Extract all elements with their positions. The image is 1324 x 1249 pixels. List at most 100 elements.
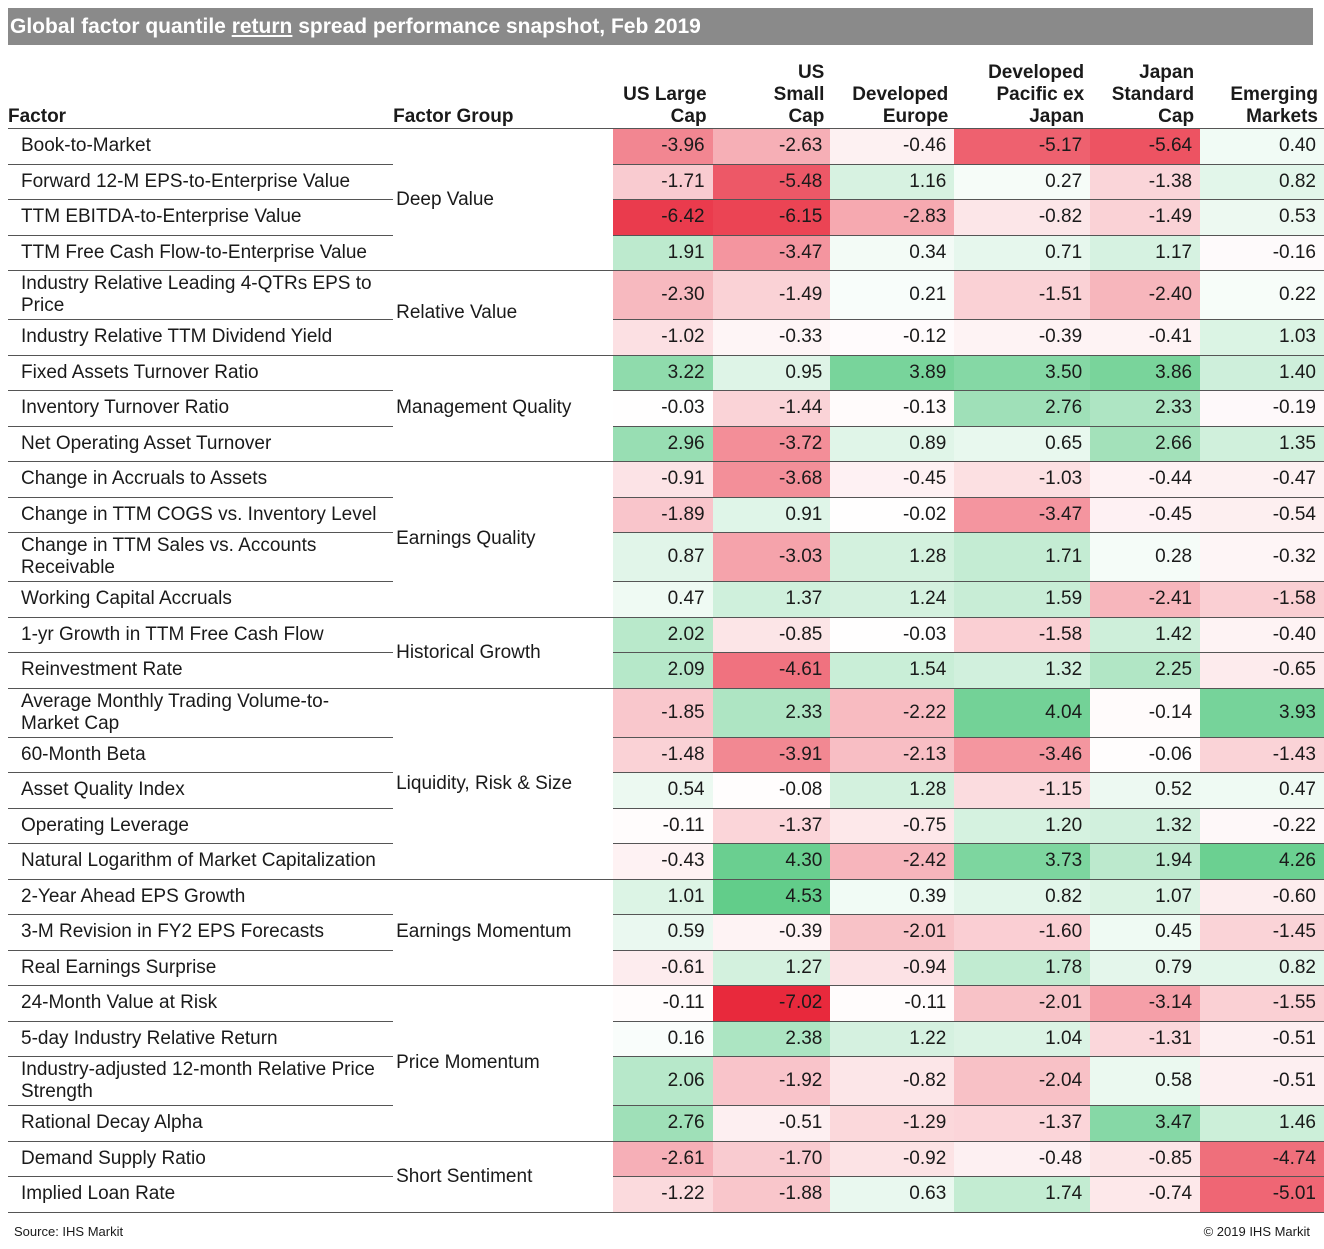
- heatmap-cell: -3.46: [954, 737, 1091, 773]
- heatmap-cell: -0.45: [830, 461, 955, 498]
- heatmap-cell: -3.68: [712, 461, 831, 498]
- heatmap-cell: 1.74: [954, 1176, 1091, 1213]
- heatmap-cell: 3.93: [1200, 688, 1324, 738]
- heatmap-cell: -1.37: [954, 1105, 1091, 1142]
- chart-title: Global factor quantile return spread per…: [8, 8, 1313, 45]
- factor-name-line: Change in TTM COGS vs. Inventory Level: [21, 503, 377, 525]
- heatmap-cell: 0.39: [830, 879, 955, 915]
- factor-name-cell: Asset Quality Index: [8, 772, 394, 809]
- table-row: Implied Loan Rate -1.22 -1.88 0.63 1.74 -0.74…: [8, 1176, 1324, 1213]
- heatmap-cell: -1.89: [612, 497, 713, 533]
- column-header-line: Japan: [1029, 106, 1085, 127]
- table-row: Demand Supply Ratio Short Sentiment -2.61-…: [8, 1141, 1324, 1213]
- heatmap-cell: -3.47: [712, 235, 831, 271]
- table-row: TTM Free Cash Flow-to-Enterprise Value 1.…: [8, 235, 1324, 271]
- heatmap-cell: 2.76: [954, 390, 1091, 427]
- column-header-line: Small: [773, 84, 825, 105]
- heatmap-cell: 0.79: [1090, 950, 1201, 986]
- factor-name-cell: Industry-adjusted 12-month Relative Pric…: [8, 1056, 394, 1106]
- heatmap-cell: -2.42: [830, 843, 955, 880]
- heatmap-cell: 0.71: [954, 235, 1091, 271]
- heatmap-cell: 0.22: [1200, 270, 1324, 320]
- factor-name-line: Forward 12-M EPS-to-Enterprise Value: [21, 170, 351, 192]
- heatmap-cell: -1.31: [1090, 1021, 1201, 1057]
- column-header-3: Developed Pacific ex Japan: [954, 56, 1091, 129]
- heatmap-cell: -0.11: [612, 808, 713, 844]
- factor-name-line: 5-day Industry Relative Return: [21, 1027, 278, 1049]
- factor-name-line: TTM EBITDA-to-Enterprise Value: [21, 206, 302, 228]
- factor-name-cell: Implied Loan Rate: [8, 1176, 394, 1213]
- heatmap-cell: -1.55: [1200, 985, 1324, 1022]
- heatmap-cell: -0.11: [830, 985, 955, 1022]
- factor-name-line: Real Earnings Surprise: [21, 956, 217, 978]
- column-header-line: Emerging: [1230, 84, 1318, 105]
- heatmap-cell: -2.41: [1090, 581, 1201, 618]
- heatmap-cell: 0.63: [830, 1176, 955, 1213]
- factor-name-cell: Inventory Turnover Ratio: [8, 390, 394, 427]
- heatmap-cell: 3.22: [612, 355, 713, 391]
- heatmap-cell: -1.85: [612, 688, 713, 738]
- factor-name-line: Change in Accruals to Assets: [21, 468, 268, 490]
- heatmap-cell: 1.28: [830, 772, 955, 809]
- heatmap-cell: 1.07: [1090, 879, 1201, 915]
- table-row: Industry Relative Leading 4-QTRs EPS to P…: [8, 270, 1324, 356]
- factor-group-cell: Management Quality: [393, 355, 613, 462]
- heatmap-cell: 0.87: [612, 532, 713, 582]
- factor-name-line: Asset Quality Index: [21, 779, 185, 801]
- factor-name-cell: Change in TTM Sales vs. Accounts Receivab…: [8, 532, 394, 582]
- factor-name-cell: 5-day Industry Relative Return: [8, 1021, 394, 1057]
- factor-name-line: Rational Decay Alpha: [21, 1112, 203, 1134]
- heatmap-cell: -0.54: [1200, 497, 1324, 533]
- heatmap-cell: -1.58: [954, 617, 1091, 653]
- table-row: 5-day Industry Relative Return 0.16 2.38 1.…: [8, 1021, 1324, 1057]
- heatmap-cell: 0.21: [830, 270, 955, 320]
- heatmap-cell: -5.64: [1090, 128, 1201, 165]
- heatmap-cell: -0.82: [954, 199, 1091, 236]
- heatmap-cell: -0.48: [954, 1141, 1091, 1177]
- factor-name-cell: Working Capital Accruals: [8, 581, 394, 618]
- heatmap-cell: -3.03: [712, 532, 831, 582]
- heatmap-cell: 1.94: [1090, 843, 1201, 880]
- table-row: 2-Year Ahead EPS Growth Earnings Momentum…: [8, 879, 1324, 986]
- factor-heatmap-table: Factor Factor Group US Large Cap US Small Ca…: [8, 56, 1324, 1213]
- heatmap-cell: 0.47: [612, 581, 713, 618]
- column-header-line: US: [797, 62, 825, 83]
- heatmap-cell: 2.96: [612, 426, 713, 462]
- heatmap-cell: 1.46: [1200, 1105, 1324, 1142]
- heatmap-cell: -1.37: [712, 808, 831, 844]
- heatmap-cell: -0.85: [1090, 1141, 1201, 1177]
- factor-name-line: Demand Supply Ratio: [21, 1147, 206, 1169]
- table-row: Working Capital Accruals 0.47 1.37 1.24 1.59…: [8, 581, 1324, 618]
- column-header-line: Pacific ex: [996, 84, 1085, 105]
- table-row: Change in TTM Sales vs. Accounts Receivab…: [8, 532, 1324, 582]
- heatmap-cell: 0.58: [1090, 1056, 1201, 1106]
- factor-name-cell: 3-M Revision in FY2 EPS Forecasts: [8, 914, 394, 951]
- heatmap-cell: -1.60: [954, 914, 1091, 951]
- heatmap-cell: 1.54: [830, 652, 955, 689]
- table-row: Average Monthly Trading Volume-to- Market…: [8, 688, 1324, 880]
- factor-name-line: Reinvestment Rate: [21, 659, 183, 681]
- heatmap-cell: 0.54: [612, 772, 713, 809]
- heatmap-cell: -2.22: [830, 688, 955, 738]
- column-header-2: Developed Europe: [830, 56, 955, 129]
- title-part-2: spread performance snapshot, Feb 2019: [292, 15, 701, 38]
- heatmap-cell: -2.63: [712, 128, 831, 165]
- heatmap-cell: 0.82: [954, 879, 1091, 915]
- factor-name-line: Fixed Assets Turnover Ratio: [21, 361, 259, 383]
- table-row: 1-yr Growth in TTM Free Cash Flow Histori…: [8, 617, 1324, 689]
- table-row: Natural Logarithm of Market Capitalizati…: [8, 843, 1324, 880]
- heatmap-cell: -0.51: [1200, 1056, 1324, 1106]
- title-part-1: Global factor quantile: [10, 15, 232, 38]
- heatmap-cell: -1.03: [954, 461, 1091, 498]
- heatmap-cell: 1.17: [1090, 235, 1201, 271]
- heatmap-cell: -1.22: [612, 1176, 713, 1213]
- heatmap-cell: 2.09: [612, 652, 713, 689]
- column-header-line: US Large: [623, 84, 707, 105]
- factor-group-cell: Earnings Quality: [393, 461, 613, 618]
- factor-name-cell: Rational Decay Alpha: [8, 1105, 394, 1142]
- heatmap-cell: -3.47: [954, 497, 1091, 533]
- heatmap-cell: -0.19: [1200, 390, 1324, 427]
- heatmap-cell: 3.50: [954, 355, 1091, 391]
- heatmap-cell: 0.34: [830, 235, 955, 271]
- heatmap-cell: 2.33: [712, 688, 831, 738]
